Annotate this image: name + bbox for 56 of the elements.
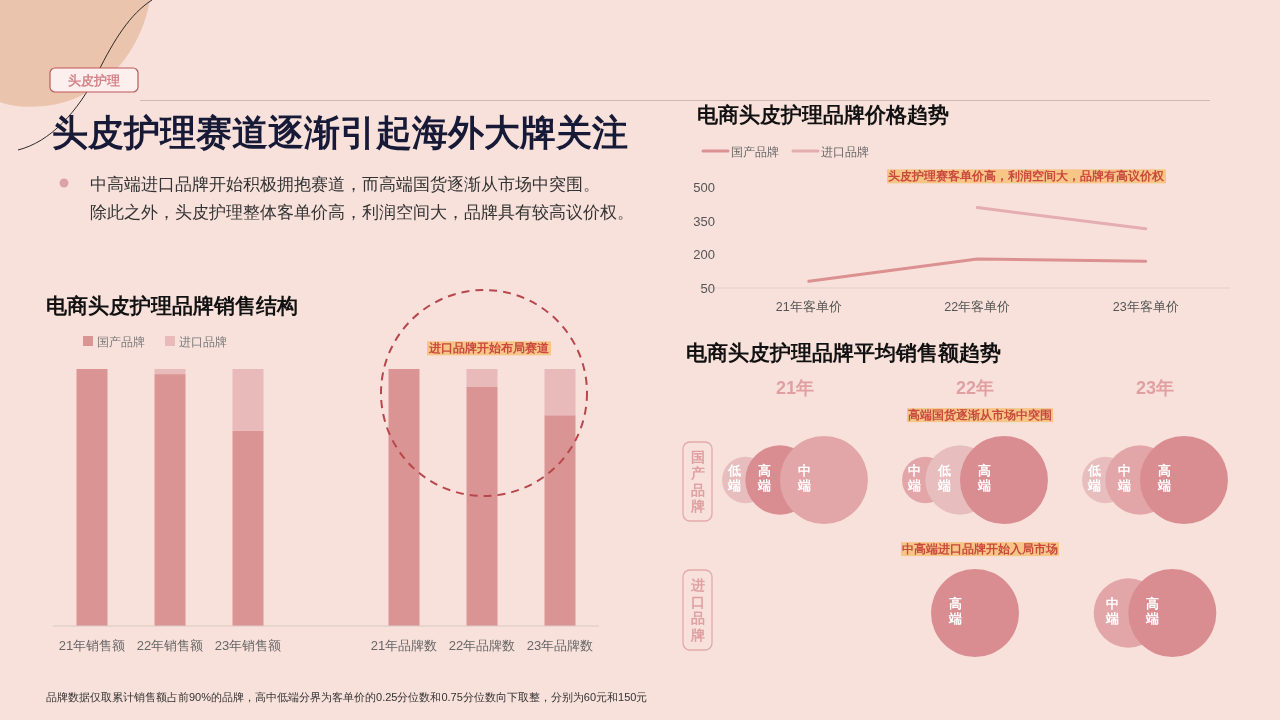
y-tick-label: 500: [693, 180, 715, 195]
chart-title: 电商头皮护理品牌平均销售额趋势: [686, 341, 1001, 364]
chart-title: 电商头皮护理品牌销售结构: [46, 294, 298, 317]
text: 高端: [977, 463, 991, 494]
annotation: 中高端进口品牌开始入局市场: [902, 542, 1058, 557]
series-label: 低端: [727, 463, 742, 494]
text: 低端: [937, 463, 951, 494]
series-label: 中端: [907, 463, 922, 494]
series-label: 高端: [756, 463, 771, 494]
text: 国产品牌: [689, 448, 705, 515]
text: 进口品牌: [689, 577, 705, 643]
bar: [232, 369, 264, 431]
x-tick-label: 23年客单价: [1112, 299, 1179, 314]
text: 高端国货逐渐从市场中突围: [908, 408, 1052, 423]
legend-label: 国产品牌: [731, 144, 779, 159]
y-tick-label: 50: [700, 280, 715, 296]
bar: [388, 369, 420, 626]
bar: [466, 386, 498, 626]
text: 高端: [1146, 596, 1160, 627]
x-tick-label: 21年销售额: [58, 638, 126, 653]
bar: [232, 430, 264, 626]
legend-label: 国产品牌: [97, 334, 145, 349]
bar: [154, 374, 186, 626]
x-tick-label: 22年品牌数: [448, 638, 516, 653]
x-tick-label: 21年客单价: [775, 299, 842, 314]
text: 头皮护理赛客单价高，利润空间大，品牌有高议价权: [888, 169, 1165, 184]
text: 高端: [1157, 463, 1171, 494]
text: 中端: [797, 463, 811, 494]
text: 中端: [1117, 463, 1131, 494]
text: 低端: [1088, 463, 1102, 494]
x-tick-label: 23年销售额: [214, 638, 282, 653]
text: 除此之外，头皮护理整体客单价高，利润空间大，品牌具有较高议价权。: [90, 203, 634, 221]
legend-label: 进口品牌: [179, 334, 227, 349]
text: 品牌数据仅取累计销售额占前90%的品牌，高中低端分界为客单价的0.25分位数和0.75分位数向下取整，分别为60元和150元: [46, 691, 648, 703]
x-tick-label: 21年品牌数: [370, 638, 438, 653]
x-tick-label: 21年: [775, 378, 815, 398]
x-tick-label: 23年: [1135, 378, 1175, 398]
text: 进口品牌开始布局赛道: [428, 341, 550, 356]
bar: [544, 415, 576, 626]
text: 中高端进口品牌开始积极拥抱赛道，而高端国货逐渐从市场中突围。: [90, 175, 600, 193]
text: 头皮护理赛道逐渐引起海外大牌关注: [52, 112, 628, 153]
bar: [76, 369, 108, 626]
legend-label: 进口品牌: [821, 144, 869, 159]
bar: [466, 369, 498, 387]
x-tick-label: 23年品牌数: [526, 638, 594, 653]
bar: [154, 369, 186, 375]
x-tick-label: 22年客单价: [944, 299, 1011, 314]
text: 高端: [948, 596, 962, 627]
y-tick-label: 200: [693, 247, 715, 262]
x-tick-label: 22年: [955, 378, 995, 398]
y-tick-label: 350: [693, 213, 715, 229]
text: 头皮护理: [68, 73, 120, 88]
text: 中端: [1106, 596, 1120, 627]
x-tick-label: 22年销售额: [136, 638, 204, 653]
chart-title: 电商头皮护理品牌价格趋势: [697, 103, 949, 126]
bar: [544, 369, 576, 416]
